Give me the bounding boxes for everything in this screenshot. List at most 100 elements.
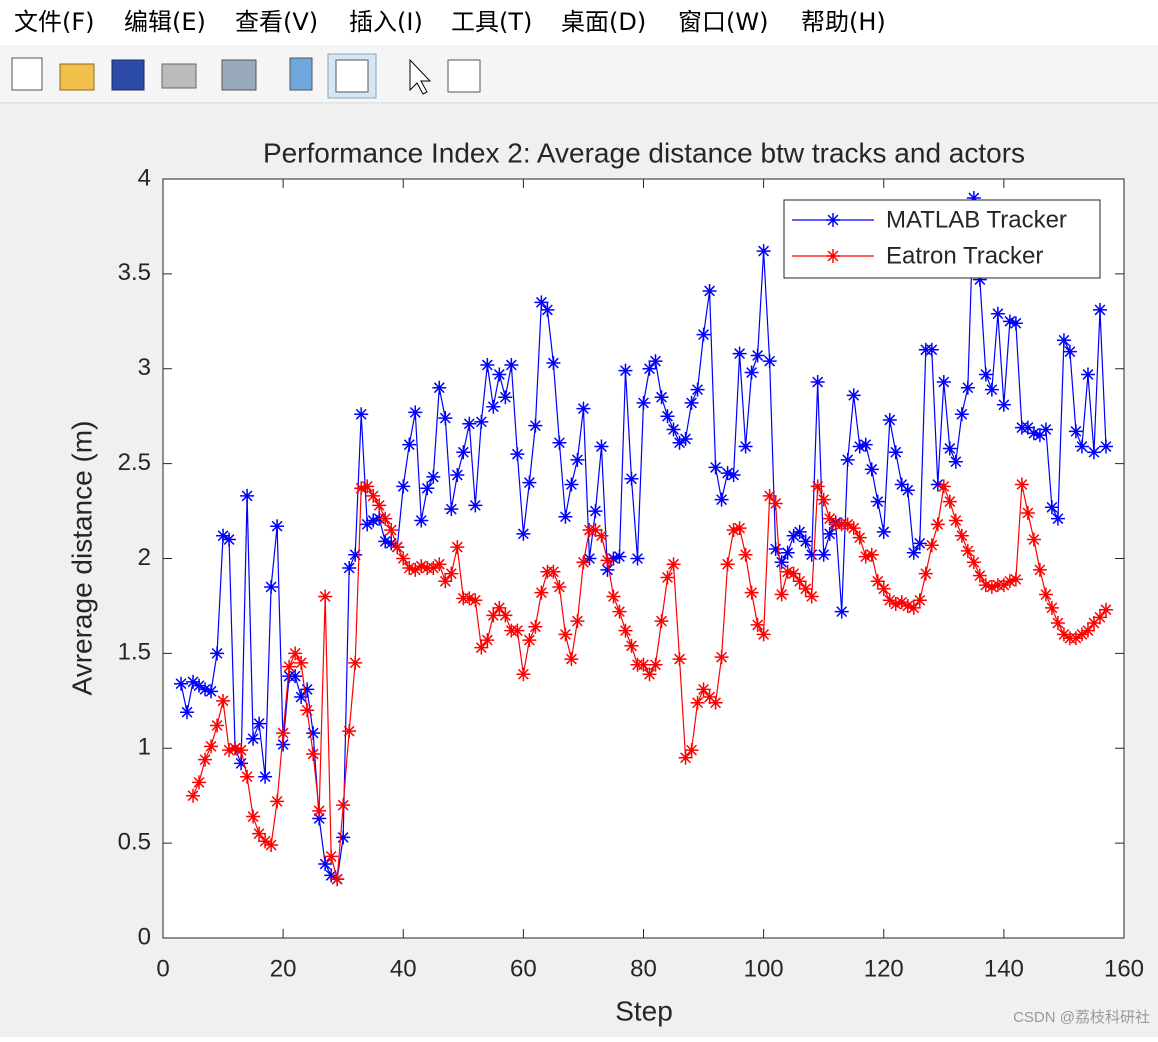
data-point [558,627,573,642]
data-point [738,439,753,454]
data-point [846,388,861,403]
data-point [1020,505,1035,520]
y-tick-label: 0 [138,923,151,950]
data-point [546,356,561,371]
data-point [648,657,663,672]
data-point [936,479,951,494]
chart-title: Performance Index 2: Average distance bt… [263,137,1025,168]
data-point [222,743,237,758]
data-point [1068,424,1083,439]
menu-item[interactable]: 编辑(E) [124,8,206,36]
data-point [432,557,447,572]
data-point [816,547,831,562]
data-point [1032,428,1047,443]
data-point [204,684,219,699]
data-point [1056,333,1071,348]
icon-colorbar[interactable] [289,57,313,91]
menu-item[interactable]: 查看(V) [235,8,318,36]
data-point [984,579,999,594]
data-point [450,540,465,555]
data-point [840,452,855,467]
menu-item[interactable]: 工具(T) [451,8,532,36]
icon-legend[interactable] [335,59,369,93]
data-point [792,574,807,589]
data-point [606,589,621,604]
data-point [870,574,885,589]
data-point [636,395,651,410]
data-point [1092,302,1107,317]
data-point [726,523,741,538]
menu-item[interactable]: 文件(F) [14,8,95,36]
data-point [402,560,417,575]
data-point [894,477,909,492]
data-point [966,190,981,205]
data-point [948,454,963,469]
y-tick-label: 2.5 [118,449,151,476]
data-point [756,244,771,259]
data-point [726,468,741,483]
data-point [678,750,693,765]
menu-item[interactable]: 帮助(H) [801,8,886,36]
data-point [498,608,513,623]
data-point [1056,627,1071,642]
menu-item[interactable]: 插入(I) [349,8,423,36]
icon-print[interactable] [161,63,197,89]
icon-new[interactable] [11,57,43,91]
data-point [294,655,309,670]
data-point [318,589,333,604]
menu-item[interactable]: 桌面(D) [561,8,646,36]
data-point [762,488,777,503]
data-point [852,530,867,545]
data-point [642,667,657,682]
data-point [258,834,273,849]
data-point [930,517,945,532]
data-point [402,437,417,452]
icon-open[interactable] [59,63,95,91]
icon-export[interactable] [221,59,257,91]
data-point [312,811,327,826]
data-point [1050,616,1065,631]
plot: 0 20 40 60 80 100 120 140 160 0 0.5 1 1.5 2 2.5 3 3.5 4 MA… [118,164,1144,982]
data-point [768,496,783,511]
data-point [492,600,507,615]
data-point [762,354,777,369]
data-point [744,365,759,380]
data-point [876,524,891,539]
data-point [1080,623,1095,638]
data-point [282,659,297,674]
legend-label: Eatron Tracker [886,242,1043,269]
data-point [732,346,747,361]
data-point [288,646,303,661]
data-point [192,775,207,790]
data-point [576,555,591,570]
data-point [270,794,285,809]
data-point [294,690,309,705]
data-point [864,462,879,477]
data-point [342,724,357,739]
menu-item[interactable]: 窗口(W) [678,8,768,36]
data-point [804,589,819,604]
data-point [564,477,579,492]
data-point [468,593,483,608]
data-point [552,579,567,594]
data-point [300,682,315,697]
data-point [306,726,321,741]
data-point [894,595,909,610]
data-point [486,608,501,623]
icon-save[interactable] [111,59,145,91]
data-point [1080,367,1095,382]
data-point [252,716,267,731]
icon-pointer[interactable] [409,58,432,95]
data-point [372,498,387,513]
data-point [462,416,477,431]
data-point [654,614,669,629]
data-point [1086,616,1101,631]
data-point [804,547,819,562]
icon-property[interactable] [447,59,481,93]
data-point [222,532,237,547]
data-point [444,566,459,581]
data-point [378,511,393,526]
data-point [1032,562,1047,577]
data-point [612,604,627,619]
y-tick-label: 3 [138,354,151,381]
